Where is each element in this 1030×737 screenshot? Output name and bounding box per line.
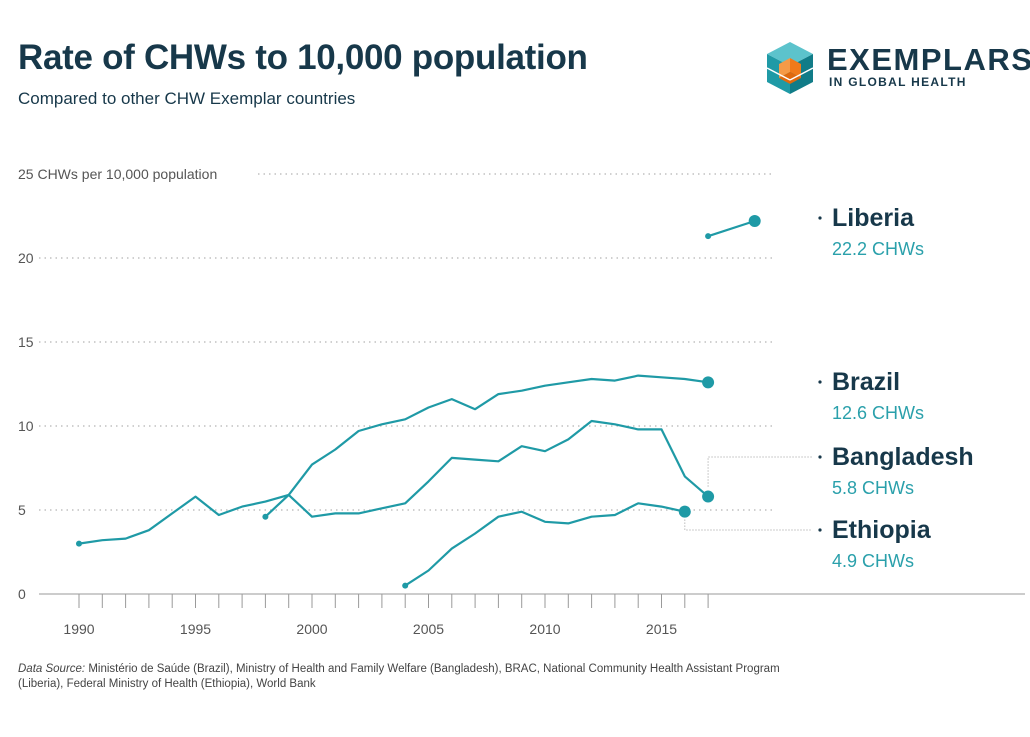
x-tick-label: 2005 [413,621,444,637]
series-labels: Liberia 22.2 CHWs Brazil 12.6 CHWs Banglades… [684,204,974,571]
brazil-label-bullet [818,380,822,384]
cube-logo-icon [766,42,814,94]
logo-tagline: IN GLOBAL HEALTH [829,75,967,89]
brazil-label-value: 12.6 CHWs [832,403,924,423]
bangladesh-line [78,419,709,545]
liberia-end-point [748,215,761,228]
brazil-label-name: Brazil [832,368,900,396]
brazil-line [264,374,709,518]
ethiopia-label-bullet [818,528,822,532]
brazil-end-point [702,376,715,389]
x-tick-label: 2015 [646,621,677,637]
chart-grid: 0 5 10 15 20 25 CHWs per 10,000 population [18,166,1025,602]
liberia-label-bullet [818,216,822,220]
liberia-label-value: 22.2 CHWs [832,239,924,259]
y-tick-label: 20 [18,250,34,266]
y-tick-label: 10 [18,418,34,434]
bangladesh-leader-line [707,456,812,487]
ethiopia-label-value: 4.9 CHWs [832,551,914,571]
logo-wordmark: EXEMPLARS [827,42,1030,77]
page-title: Rate of CHWs to 10,000 population [18,38,588,77]
source-label: Data Source: [18,663,86,675]
ethiopia-label-name: Ethiopia [832,516,932,544]
page-subtitle: Compared to other CHW Exemplar countries [18,89,356,108]
bangladesh-label-bullet [818,455,822,459]
chart-lines [76,215,761,589]
brazil-start-point [262,513,269,520]
exemplars-logo: EXEMPLARS IN GLOBAL HEALTH [763,40,1030,96]
x-tick-label: 1990 [63,621,94,637]
y-tick-label: 25 CHWs per 10,000 population [18,166,217,182]
ethiopia-end-point [678,505,691,518]
ethiopia-line [404,502,686,587]
ethiopia-start-point [402,582,409,589]
data-source-note: Data Source: Ministério de Saúde (Brazil… [18,662,808,692]
x-tick-label: 2000 [296,621,327,637]
bangladesh-label-value: 5.8 CHWs [832,478,914,498]
liberia-start-point [705,233,712,240]
liberia-label-name: Liberia [832,204,915,232]
x-tick-label: 2010 [529,621,560,637]
source-text: Ministério de Saúde (Brazil), Ministry o… [18,663,780,690]
ethiopia-leader-line [684,519,812,531]
x-tick-label: 1995 [180,621,211,637]
bangladesh-label-name: Bangladesh [832,443,974,471]
y-tick-label: 15 [18,334,34,350]
y-tick-label: 0 [18,586,26,602]
bangladesh-start-point [76,540,82,547]
y-tick-label: 5 [18,502,26,518]
x-axis: 1990 1995 2000 2005 2010 2015 [63,594,709,637]
liberia-line [707,219,756,238]
bangladesh-end-point [702,490,715,503]
